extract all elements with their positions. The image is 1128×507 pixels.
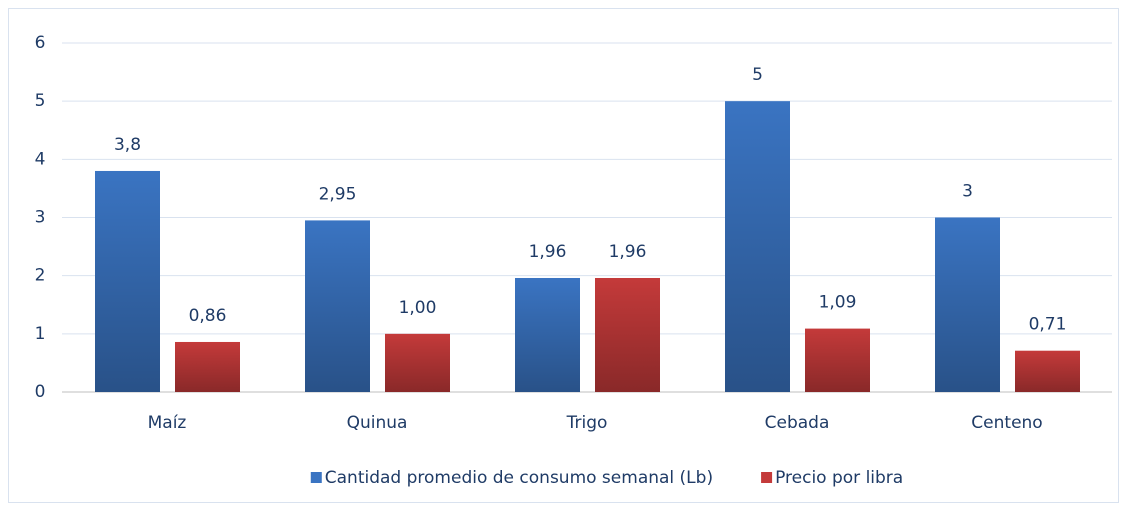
y-tick-label: 6 bbox=[35, 33, 46, 53]
x-tick-label: Trigo bbox=[566, 413, 608, 433]
bar-shade bbox=[935, 217, 1000, 392]
bar-shade bbox=[305, 220, 370, 392]
x-tick-label: Maíz bbox=[148, 413, 187, 433]
bar-shade bbox=[175, 341, 240, 392]
y-tick-label: 2 bbox=[35, 266, 46, 286]
data-label: 0,71 bbox=[1029, 315, 1067, 335]
data-label: 3,8 bbox=[114, 135, 141, 155]
bar-shade bbox=[385, 333, 450, 392]
data-label: 1,09 bbox=[819, 293, 857, 313]
y-tick-label: 1 bbox=[35, 324, 46, 344]
data-label: 0,86 bbox=[189, 306, 227, 326]
bar-shade bbox=[595, 277, 660, 392]
y-tick-label: 3 bbox=[35, 208, 46, 228]
data-label: 1,00 bbox=[399, 298, 437, 318]
legend-swatch bbox=[310, 472, 322, 483]
data-label: 1,96 bbox=[529, 242, 567, 262]
bar-shade bbox=[1015, 350, 1080, 392]
x-tick-label: Cebada bbox=[765, 413, 830, 433]
bar-shade bbox=[725, 101, 790, 393]
x-tick-label: Quinua bbox=[347, 413, 408, 433]
data-label: 1,96 bbox=[609, 242, 647, 262]
legend-label: Cantidad promedio de consumo semanal (Lb… bbox=[325, 468, 713, 488]
bar-shade bbox=[515, 277, 580, 392]
y-tick-label: 5 bbox=[35, 91, 46, 111]
data-label: 2,95 bbox=[319, 184, 357, 204]
legend-swatch bbox=[761, 472, 773, 483]
x-tick-label: Centeno bbox=[971, 413, 1042, 433]
bar-shade bbox=[95, 170, 160, 392]
data-label: 5 bbox=[752, 65, 763, 85]
legend-label: Precio por libra bbox=[775, 468, 903, 488]
y-tick-label: 4 bbox=[35, 149, 46, 169]
data-label: 3 bbox=[962, 182, 973, 202]
bar-shade bbox=[805, 328, 870, 392]
chart-border bbox=[8, 8, 1119, 503]
y-tick-label: 0 bbox=[35, 382, 46, 402]
